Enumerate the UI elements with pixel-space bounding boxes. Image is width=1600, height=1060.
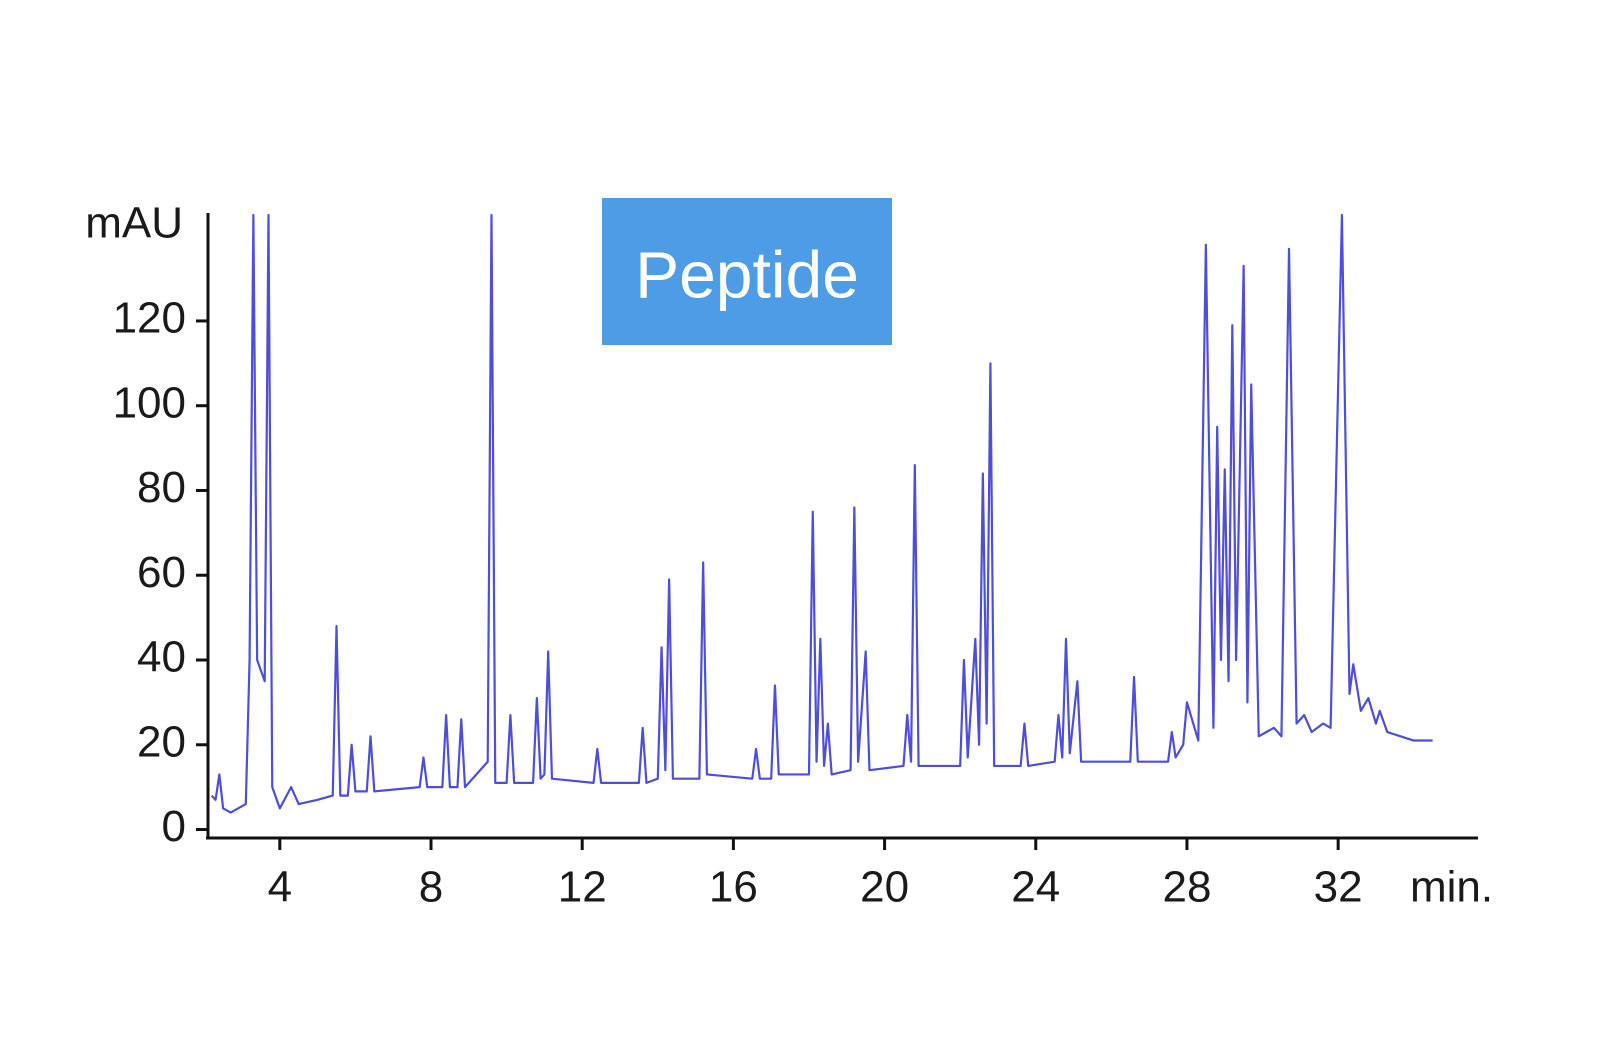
x-tick-label: 8 [419, 863, 443, 912]
y-tick-label: 0 [162, 802, 186, 851]
y-axis-label: mAU [85, 199, 183, 248]
plot-area [210, 213, 1433, 814]
annotation: Peptide [635, 237, 859, 311]
x-tick-label: 32 [1314, 863, 1363, 912]
y-tick-label: 40 [137, 633, 186, 682]
y-tick-label: 100 [113, 378, 186, 427]
x-tick-label: 12 [558, 863, 607, 912]
x-tick-label: 28 [1162, 863, 1211, 912]
x-tick-label: 4 [268, 863, 292, 912]
y-tick-label: 60 [137, 548, 186, 597]
y-tick-label: 80 [137, 463, 186, 512]
x-tick-label: 20 [860, 863, 909, 912]
x-tick-label: 24 [1011, 863, 1060, 912]
x-axis-label: min. [1410, 863, 1493, 912]
y-tick-label: 120 [113, 294, 186, 343]
annotation-box [602, 198, 892, 345]
x-tick-label: 16 [709, 863, 758, 912]
chromatogram-line [210, 213, 1433, 814]
y-tick-label: 20 [137, 717, 186, 766]
